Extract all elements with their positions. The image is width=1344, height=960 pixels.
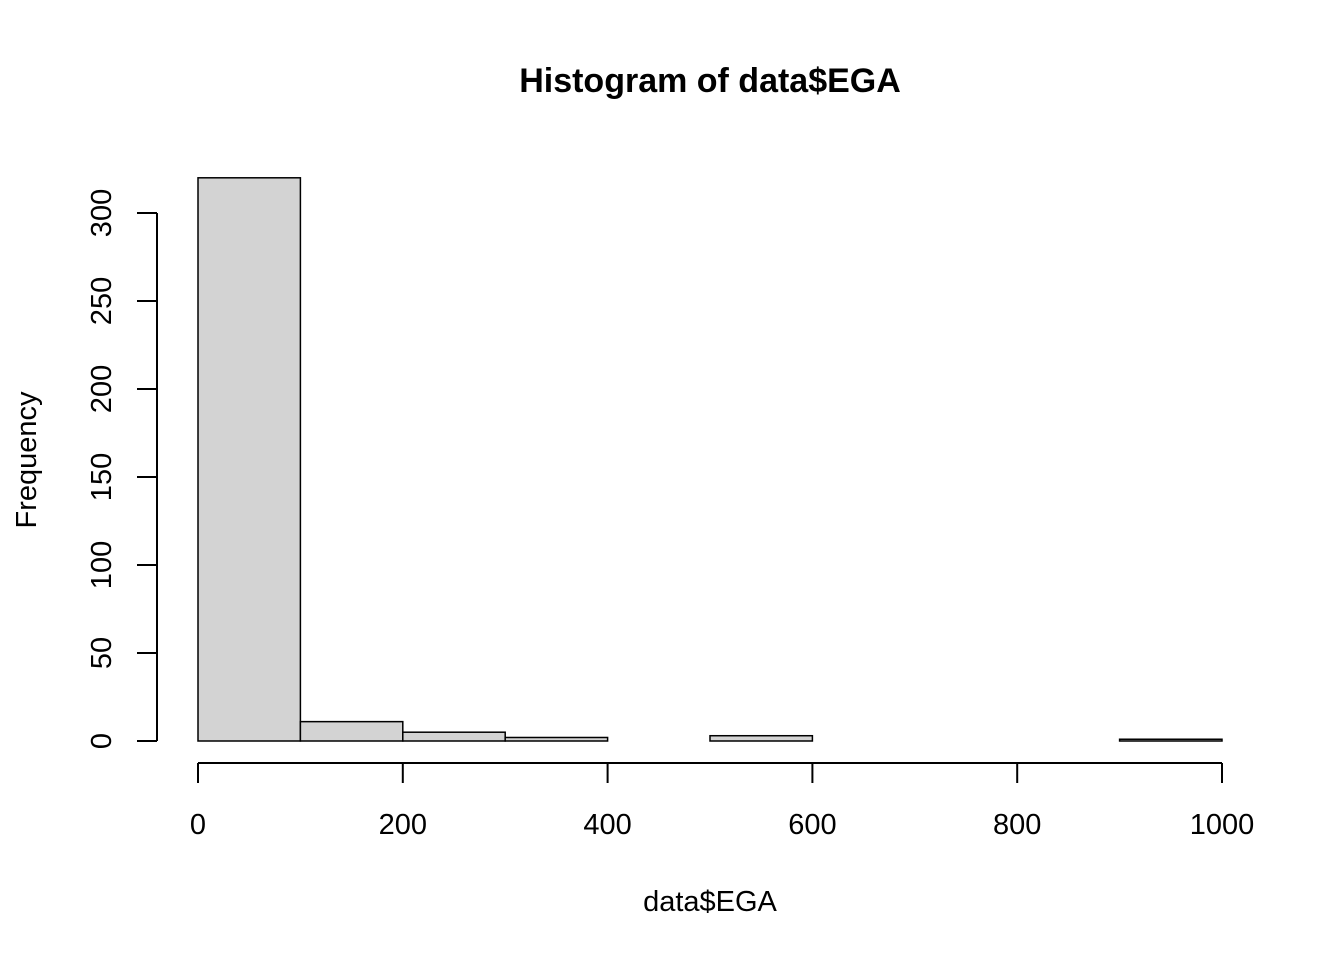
x-tick-label: 400 xyxy=(583,809,631,841)
histogram-bar xyxy=(197,177,302,742)
y-tick-label: 50 xyxy=(86,637,118,669)
x-tick-label: 800 xyxy=(993,809,1041,841)
y-axis-label: Frequency xyxy=(11,391,43,529)
x-tick-label: 600 xyxy=(788,809,836,841)
x-tick-label: 1000 xyxy=(1190,809,1255,841)
y-tick-label: 300 xyxy=(86,189,118,237)
histogram-bar xyxy=(1118,738,1223,742)
histogram-bar xyxy=(299,720,404,742)
y-tick-label: 250 xyxy=(86,277,118,325)
y-axis: 0 50 100 150 200 250 300 xyxy=(86,189,158,749)
x-axis-label: data$EGA xyxy=(643,886,777,918)
histogram-bar xyxy=(402,731,506,742)
y-tick-label: 150 xyxy=(86,453,118,501)
histogram-bar xyxy=(709,734,814,742)
x-axis: 0 200 400 600 800 1000 xyxy=(190,762,1255,841)
y-tick-label: 200 xyxy=(86,365,118,413)
y-tick-label: 100 xyxy=(86,541,118,589)
chart-title: Histogram of data$EGA xyxy=(519,62,901,100)
bars-group xyxy=(197,177,1223,742)
x-tick-label: 200 xyxy=(379,809,427,841)
histogram-bar xyxy=(504,736,609,742)
x-tick-label: 0 xyxy=(190,809,206,841)
y-tick-label: 0 xyxy=(86,733,118,749)
